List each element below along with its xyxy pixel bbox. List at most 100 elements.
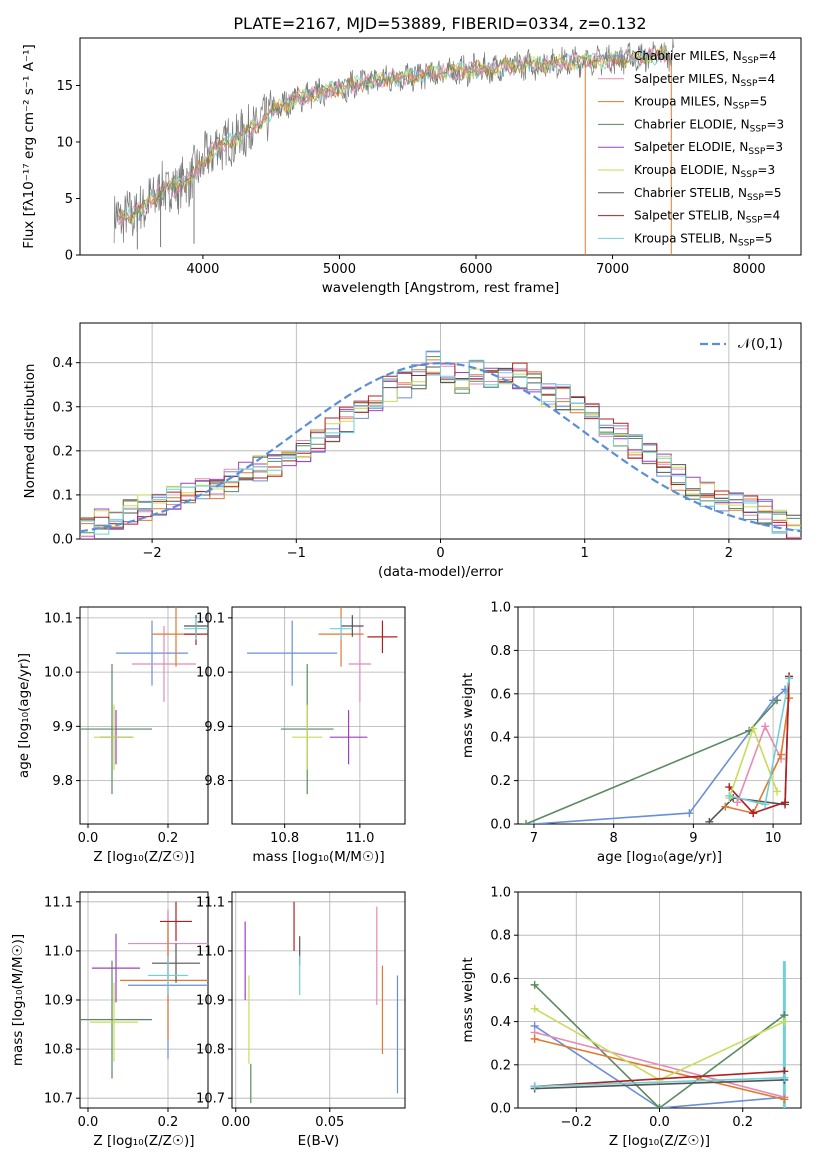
weight-marker-kroupa_elodie — [780, 1017, 789, 1026]
legend-entry-chabrier_miles: Chabrier MILES, NSSP=4 — [634, 49, 776, 66]
spectrum-ytick-label: 15 — [56, 79, 73, 94]
spectrum-model-salpeter_miles — [117, 47, 668, 227]
weight-line-kroupa_elodie — [728, 726, 778, 799]
mass_vs_Z-ytick-label: 10.7 — [44, 1092, 73, 1107]
weight-marker-chabrier_elodie — [655, 1104, 664, 1108]
weight-marker-salpeter_miles — [733, 798, 742, 807]
age_vs_mass-plot — [247, 607, 398, 795]
mass_vs_Z-plot — [80, 901, 208, 1079]
mass_vs_Z-xtick-label: 0.2 — [158, 1115, 179, 1130]
weight-marker-chabrier_elodie — [773, 696, 782, 705]
legend-entry-salpeter_elodie: Salpeter ELODIE, NSSP=3 — [634, 140, 783, 157]
weight-marker-salpeter_stelib — [725, 783, 734, 792]
mass_vs_Z-ytick-label: 10.8 — [44, 1043, 73, 1058]
mass_vs_ebv-frame — [231, 891, 406, 1109]
weight_vs_age-ytick-label: 0.8 — [490, 644, 511, 659]
weight_vs_age-xlabel: age [log₁₀(age/yr)] — [597, 849, 722, 865]
residuals-xlabel: (data-model)/error — [378, 564, 504, 580]
weight_vs_Z-ytick-label: 0.2 — [490, 1058, 511, 1073]
weight-marker-salpeter_miles — [761, 722, 770, 731]
age_vs_Z-xtick-label: 0.2 — [158, 831, 179, 846]
mass_vs_Z-xlabel: Z [log₁₀(Z/Z☉)] — [93, 1133, 194, 1149]
spectrum-model-kroupa_miles — [117, 46, 668, 223]
weight-line-kroupa_miles — [725, 697, 790, 815]
legend-entry-chabrier_elodie: Chabrier ELODIE, NSSP=3 — [634, 117, 784, 134]
weight_vs_age-ytick-label: 0.0 — [490, 818, 511, 833]
weight_vs_age-ytick-label: 0.4 — [490, 731, 511, 746]
age_vs_mass-ytick-label: 10.0 — [196, 666, 225, 681]
weight_vs_Z-ytick-label: 0.0 — [490, 1102, 511, 1117]
residuals-xtick-label: −2 — [143, 546, 162, 561]
weight-marker-kroupa_stelib — [780, 1073, 789, 1082]
weight-marker-kroupa_elodie — [749, 724, 758, 733]
residuals-xtick-label: −1 — [287, 546, 306, 561]
legend-entry-chabrier_stelib: Chabrier STELIB, NSSP=5 — [634, 186, 782, 203]
mass_vs_ebv-ytick-label: 10.9 — [196, 994, 225, 1009]
spectrum-data-line — [113, 38, 675, 244]
mass_vs_ebv-ytick-label: 11.1 — [196, 895, 225, 910]
weight_vs_Z-ytick-label: 0.8 — [490, 929, 511, 944]
mass_vs_Z-ytick-label: 10.9 — [44, 994, 73, 1009]
residuals-xtick-label: 1 — [581, 546, 589, 561]
mass_vs_ebv-xlabel: E(B-V) — [298, 1133, 340, 1149]
mass_vs_Z-ytick-label: 11.1 — [44, 895, 73, 910]
mass_vs_Z-ytick-label: 11.0 — [44, 944, 73, 959]
residuals-ylabel: Normed distribution — [22, 364, 38, 499]
residuals-ytick-label: 0.0 — [52, 533, 73, 548]
weight-marker-salpeter_stelib — [781, 798, 790, 807]
weight-line-salpeter_stelib — [534, 1070, 785, 1088]
age_vs_mass-ytick-label: 9.9 — [204, 720, 225, 735]
spectrum-frame — [79, 37, 802, 256]
weight_vs_Z-xlabel: Z [log₁₀(Z/Z☉)] — [609, 1133, 710, 1149]
weight-marker-kroupa_elodie — [773, 787, 782, 796]
weight_vs_Z-xtick-label: −0.2 — [560, 1115, 592, 1130]
weight_vs_age-xtick-label: 10 — [765, 831, 782, 846]
weight_vs_Z-ytick-label: 0.4 — [490, 1015, 511, 1030]
spectrum-model-chabrier_elodie — [117, 48, 668, 224]
age_vs_Z-ytick-label: 9.9 — [52, 720, 73, 735]
legend-entry-kroupa_elodie: Kroupa ELODIE, NSSP=3 — [634, 163, 775, 180]
residuals-ytick-label: 0.2 — [52, 444, 73, 459]
weight_vs_Z-ytick-label: 1.0 — [490, 886, 511, 901]
residuals-xtick-label: 0 — [436, 546, 444, 561]
weight-marker-chabrier_elodie — [530, 980, 539, 989]
weight_vs_age-ytick-label: 0.6 — [490, 687, 511, 702]
weight-line-chabrier_elodie — [534, 984, 785, 1108]
age_vs_Z-plot — [80, 607, 208, 795]
mass_vs_ebv-ytick-label: 10.8 — [196, 1043, 225, 1058]
weight_vs_Z-xtick-label: 0.2 — [732, 1115, 753, 1130]
mass_vs_ebv-ytick-label: 10.7 — [196, 1092, 225, 1107]
weight-marker-chabrier_miles — [685, 809, 694, 818]
mass_vs_Z-frame — [79, 891, 209, 1109]
spectrum-xtick-label: 4000 — [186, 262, 219, 277]
figure-title: PLATE=2167, MJD=53889, FIBERID=0334, z=0… — [233, 14, 646, 33]
weight-marker-kroupa_stelib — [785, 674, 794, 683]
weight-line-chabrier_stelib — [534, 1079, 785, 1090]
weight-marker-kroupa_miles — [721, 802, 730, 811]
weight-marker-salpeter_stelib — [749, 809, 758, 818]
age_vs_Z-ytick-label: 10.0 — [44, 666, 73, 681]
age_vs_Z-ylabel: age [log₁₀(age/yr)] — [16, 653, 32, 778]
weight-marker-chabrier_stelib — [705, 817, 714, 824]
weight-marker-kroupa_stelib — [530, 1082, 539, 1091]
weight_vs_age-xtick-label: 8 — [610, 831, 618, 846]
weight_vs_age-xtick-label: 9 — [689, 831, 697, 846]
mass_vs_Z-ylabel: mass [log₁₀(M/M☉)] — [10, 934, 26, 1066]
weight-marker-kroupa_miles — [530, 1034, 539, 1043]
age_vs_mass-ytick-label: 10.1 — [196, 611, 225, 626]
mass_vs_ebv-ytick-label: 11.0 — [196, 944, 225, 959]
mass_vs_ebv-xtick-label: 0.05 — [315, 1115, 344, 1130]
legend-entry-kroupa_stelib: Kroupa STELIB, NSSP=5 — [634, 231, 772, 248]
weight-marker-kroupa_stelib — [761, 800, 770, 809]
residuals-ytick-label: 0.4 — [52, 356, 73, 371]
age_vs_Z-frame — [79, 606, 209, 825]
age_vs_Z-ytick-label: 9.8 — [52, 774, 73, 789]
mass_vs_ebv-plot — [244, 901, 399, 1104]
legend-entry-kroupa_miles: Kroupa MILES, NSSP=5 — [634, 95, 767, 112]
weight_vs_age-ylabel: mass weight — [460, 673, 476, 758]
weight_vs_age-ytick-label: 0.2 — [490, 774, 511, 789]
spectrum-ytick-label: 5 — [65, 192, 73, 207]
weight_vs_Z-ylabel: mass weight — [460, 957, 476, 1042]
gaussian-curve — [80, 361, 801, 533]
